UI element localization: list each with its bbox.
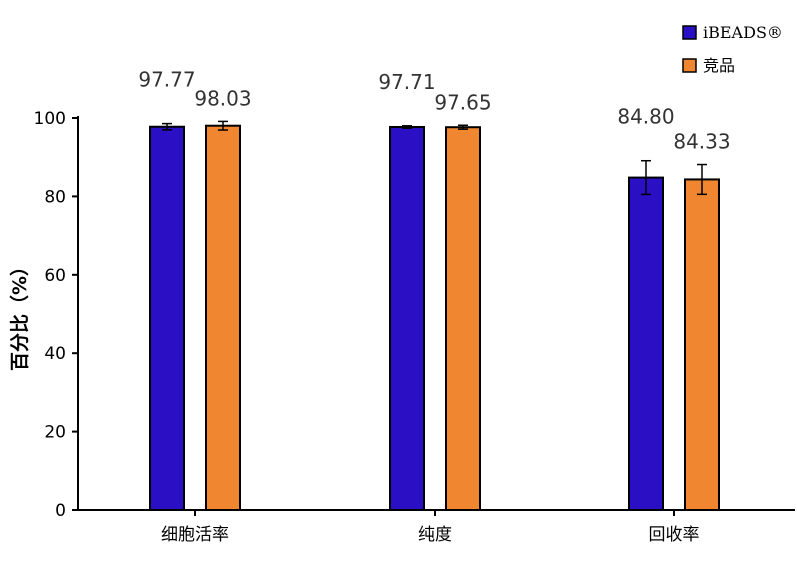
data-label: 97.65: [434, 90, 491, 114]
y-axis-label: 百分比（%）: [8, 257, 31, 371]
y-tick-label: 80: [44, 187, 66, 207]
bar: [389, 125, 425, 511]
x-tick-label: 回收率: [649, 525, 700, 545]
legend: iBEADS® 竞品: [682, 23, 783, 75]
legend-label: iBEADS®: [703, 23, 783, 42]
y-tick-label: 40: [44, 344, 66, 364]
data-label: 97.77: [138, 68, 195, 92]
bar: [628, 176, 664, 511]
legend-swatch: [682, 58, 697, 73]
legend-label: 竞品: [703, 56, 735, 75]
axes: 0 20 40 60 80 100 细胞活率 纯度 回收率: [34, 109, 795, 545]
y-tick-label: 60: [44, 266, 66, 286]
x-tick-label: 细胞活率: [161, 525, 229, 545]
data-label: 97.71: [378, 70, 435, 94]
data-label: 98.03: [194, 86, 251, 110]
bar: [445, 126, 481, 511]
y-tick-label: 100: [34, 109, 66, 129]
bars: [149, 120, 720, 512]
bar: [684, 178, 720, 512]
data-label: 84.33: [673, 130, 730, 154]
bar: [205, 124, 241, 511]
bar: [149, 125, 185, 511]
x-tick-label: 纯度: [418, 525, 452, 545]
legend-swatch: [682, 25, 697, 40]
data-label: 84.80: [617, 105, 674, 129]
y-tick-label: 20: [44, 423, 66, 443]
y-tick-label: 0: [55, 501, 66, 521]
